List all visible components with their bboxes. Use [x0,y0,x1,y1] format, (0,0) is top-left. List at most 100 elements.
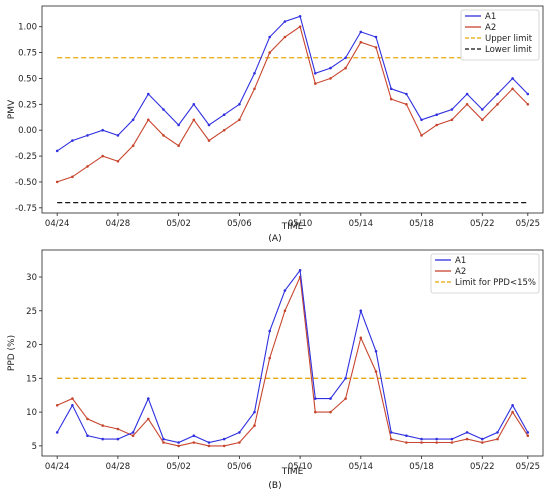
panel-b-series-a2-point [253,424,256,427]
panel-b-series-a1-point [374,350,378,353]
panel-a-series-a2-point [283,35,287,39]
panel-b-series-a2-point [511,410,514,414]
panel-a-series-a2-point [481,118,484,122]
panel-b-series-a2-point [496,437,499,441]
panel-b-series-a1-point [177,441,180,444]
panel-a-legend-label: Lower limit [485,45,533,55]
panel-a-series-a1-point [465,92,469,96]
panel-a-series-a2-point [405,103,408,106]
panel-b-series-a1-point [359,309,363,313]
panel-b-series-a2-point [283,309,287,313]
panel-b-series-a2-point [238,441,241,444]
panel-b-series-a2-point [207,444,211,448]
panel-a-series-a2-point [116,160,120,163]
panel-b-series-a1-line [56,268,529,444]
panel-b-x-tick-label: 05/14 [349,462,374,472]
panel-b-series-a1-point [71,404,74,407]
panel-b-series-a1-point [389,431,393,434]
panel-b-y-tick-label: 25 [26,307,37,317]
panel-a-series-a2-point [450,118,454,122]
panel-b-legend-label: Limit for PPD<15% [455,278,536,288]
panel-b-series-a2-point [162,441,165,444]
panel-b-legend-label: A2 [455,267,466,277]
panel-a-series-a1-point [389,87,393,91]
panel-a-y-tick-label: 0.75 [18,49,37,59]
panel-a-series-a1-point [511,77,514,80]
panel-a-legend-label: Upper limit [485,34,533,44]
panel-a-series-a2-point [55,180,59,184]
panel-a-series-a2-point [192,118,196,122]
panel-a-y-tick-label: 0.25 [18,100,37,110]
panel-b-series-a2-point [450,441,454,444]
panel-a-series-a2-point [496,103,499,106]
panel-b-series-a1-point [344,377,347,380]
panel-a-series-a2-point [359,40,363,44]
panel-a-x-tick-label: 05/14 [349,219,374,229]
panel-a-series-a1-point [496,92,499,96]
panel-a-series-a1-point [314,72,317,75]
panel-a-series-a2-point [238,118,241,122]
panel-a-x-tick-label: 04/28 [106,219,131,229]
panel-b-series-a1-point [222,437,226,441]
panel-b-series-a2-point [359,336,363,340]
panel-a-series-a1-point [526,92,530,96]
panel-b-series-a2-point [131,434,135,438]
panel-b-series-a2-line [56,274,529,447]
panel-b-y-tick-label: 5 [32,442,37,452]
panel-a-x-tick-label: 05/18 [409,219,434,229]
panel-a-series-a2-point [162,134,165,137]
panel-b-series-a1-point [192,434,196,438]
panel-a-series-a1-point [177,123,180,127]
panel-a-y-tick-label: -0.75 [15,204,37,214]
panel-b-y-tick-label: 10 [26,408,37,418]
panel-b-x-tick-label: 05/25 [516,462,541,472]
panel-b-series-a2-point [222,444,226,448]
panel-a-series-a1-point [131,118,135,122]
panel-a-series-a1-point [344,56,347,60]
panel-a-x-tick-label: 05/25 [516,219,541,229]
panel-b-series-a2-point [314,410,317,414]
panel-b-series-a2-point [435,441,439,444]
panel-b-series-a1-point [101,437,104,441]
panel-a-series-a2-point [86,165,89,168]
panel-b-frame [41,249,544,457]
panel-a-series-a1-point [238,103,241,106]
panel-b-series-a2-point [55,404,59,407]
panel-a-series-a2-line [57,25,529,183]
panel-a-legend-label: A2 [485,23,496,33]
panel-a-series-a2-point [207,139,211,142]
panel-a-series-a2-point [253,87,256,91]
panel-b-series-a2-point [481,441,484,444]
panel-a-series-a1-point [298,14,302,18]
panel-a-series-a1-point [283,20,287,23]
panel-b-series-a1-point [314,397,317,400]
panel-b-series-a2-point [526,434,530,438]
panel-b-x-tick-label: 04/28 [106,462,131,472]
panel-a-series-a1-point [435,113,439,116]
panel-b-series-a1-point [450,437,454,441]
panel-a-series-a2-point [131,144,135,147]
panel-b-series-a2-point [389,437,393,441]
panel-b-series-a1-point [147,397,150,400]
panel-b-x-tick-label: 05/18 [409,462,434,472]
panel-a-x-tick-label: 05/06 [227,219,252,229]
panel-b-y-tick-label: 20 [26,341,37,351]
panel-a-series-a1-line [56,15,529,152]
panel-b-x-tick-label: 05/02 [166,462,191,472]
panel-a-series-a2-point [71,175,74,179]
panel-b-series-a1-point [116,437,120,441]
panel-b-series-a2-point [86,417,89,421]
panel-a-caption: (A) [268,234,281,244]
panel-b-series-a1-point [162,437,165,441]
panel-a-series-a2-point [389,97,393,101]
panel-a-series-a1-point [86,134,89,137]
panel-a-series-a1-point [405,92,408,96]
panel-a-series-a2-point [177,144,180,147]
panel-b-y-tick-label: 30 [26,273,37,283]
panel-b-series-a2-point [405,441,408,444]
panel-b-y-axis-label: PPD (%) [7,335,17,371]
panel-a-series-a1-point [116,134,120,137]
panel-a-series-a1-point [192,103,196,106]
panel-b-series-a2-point [71,397,74,400]
